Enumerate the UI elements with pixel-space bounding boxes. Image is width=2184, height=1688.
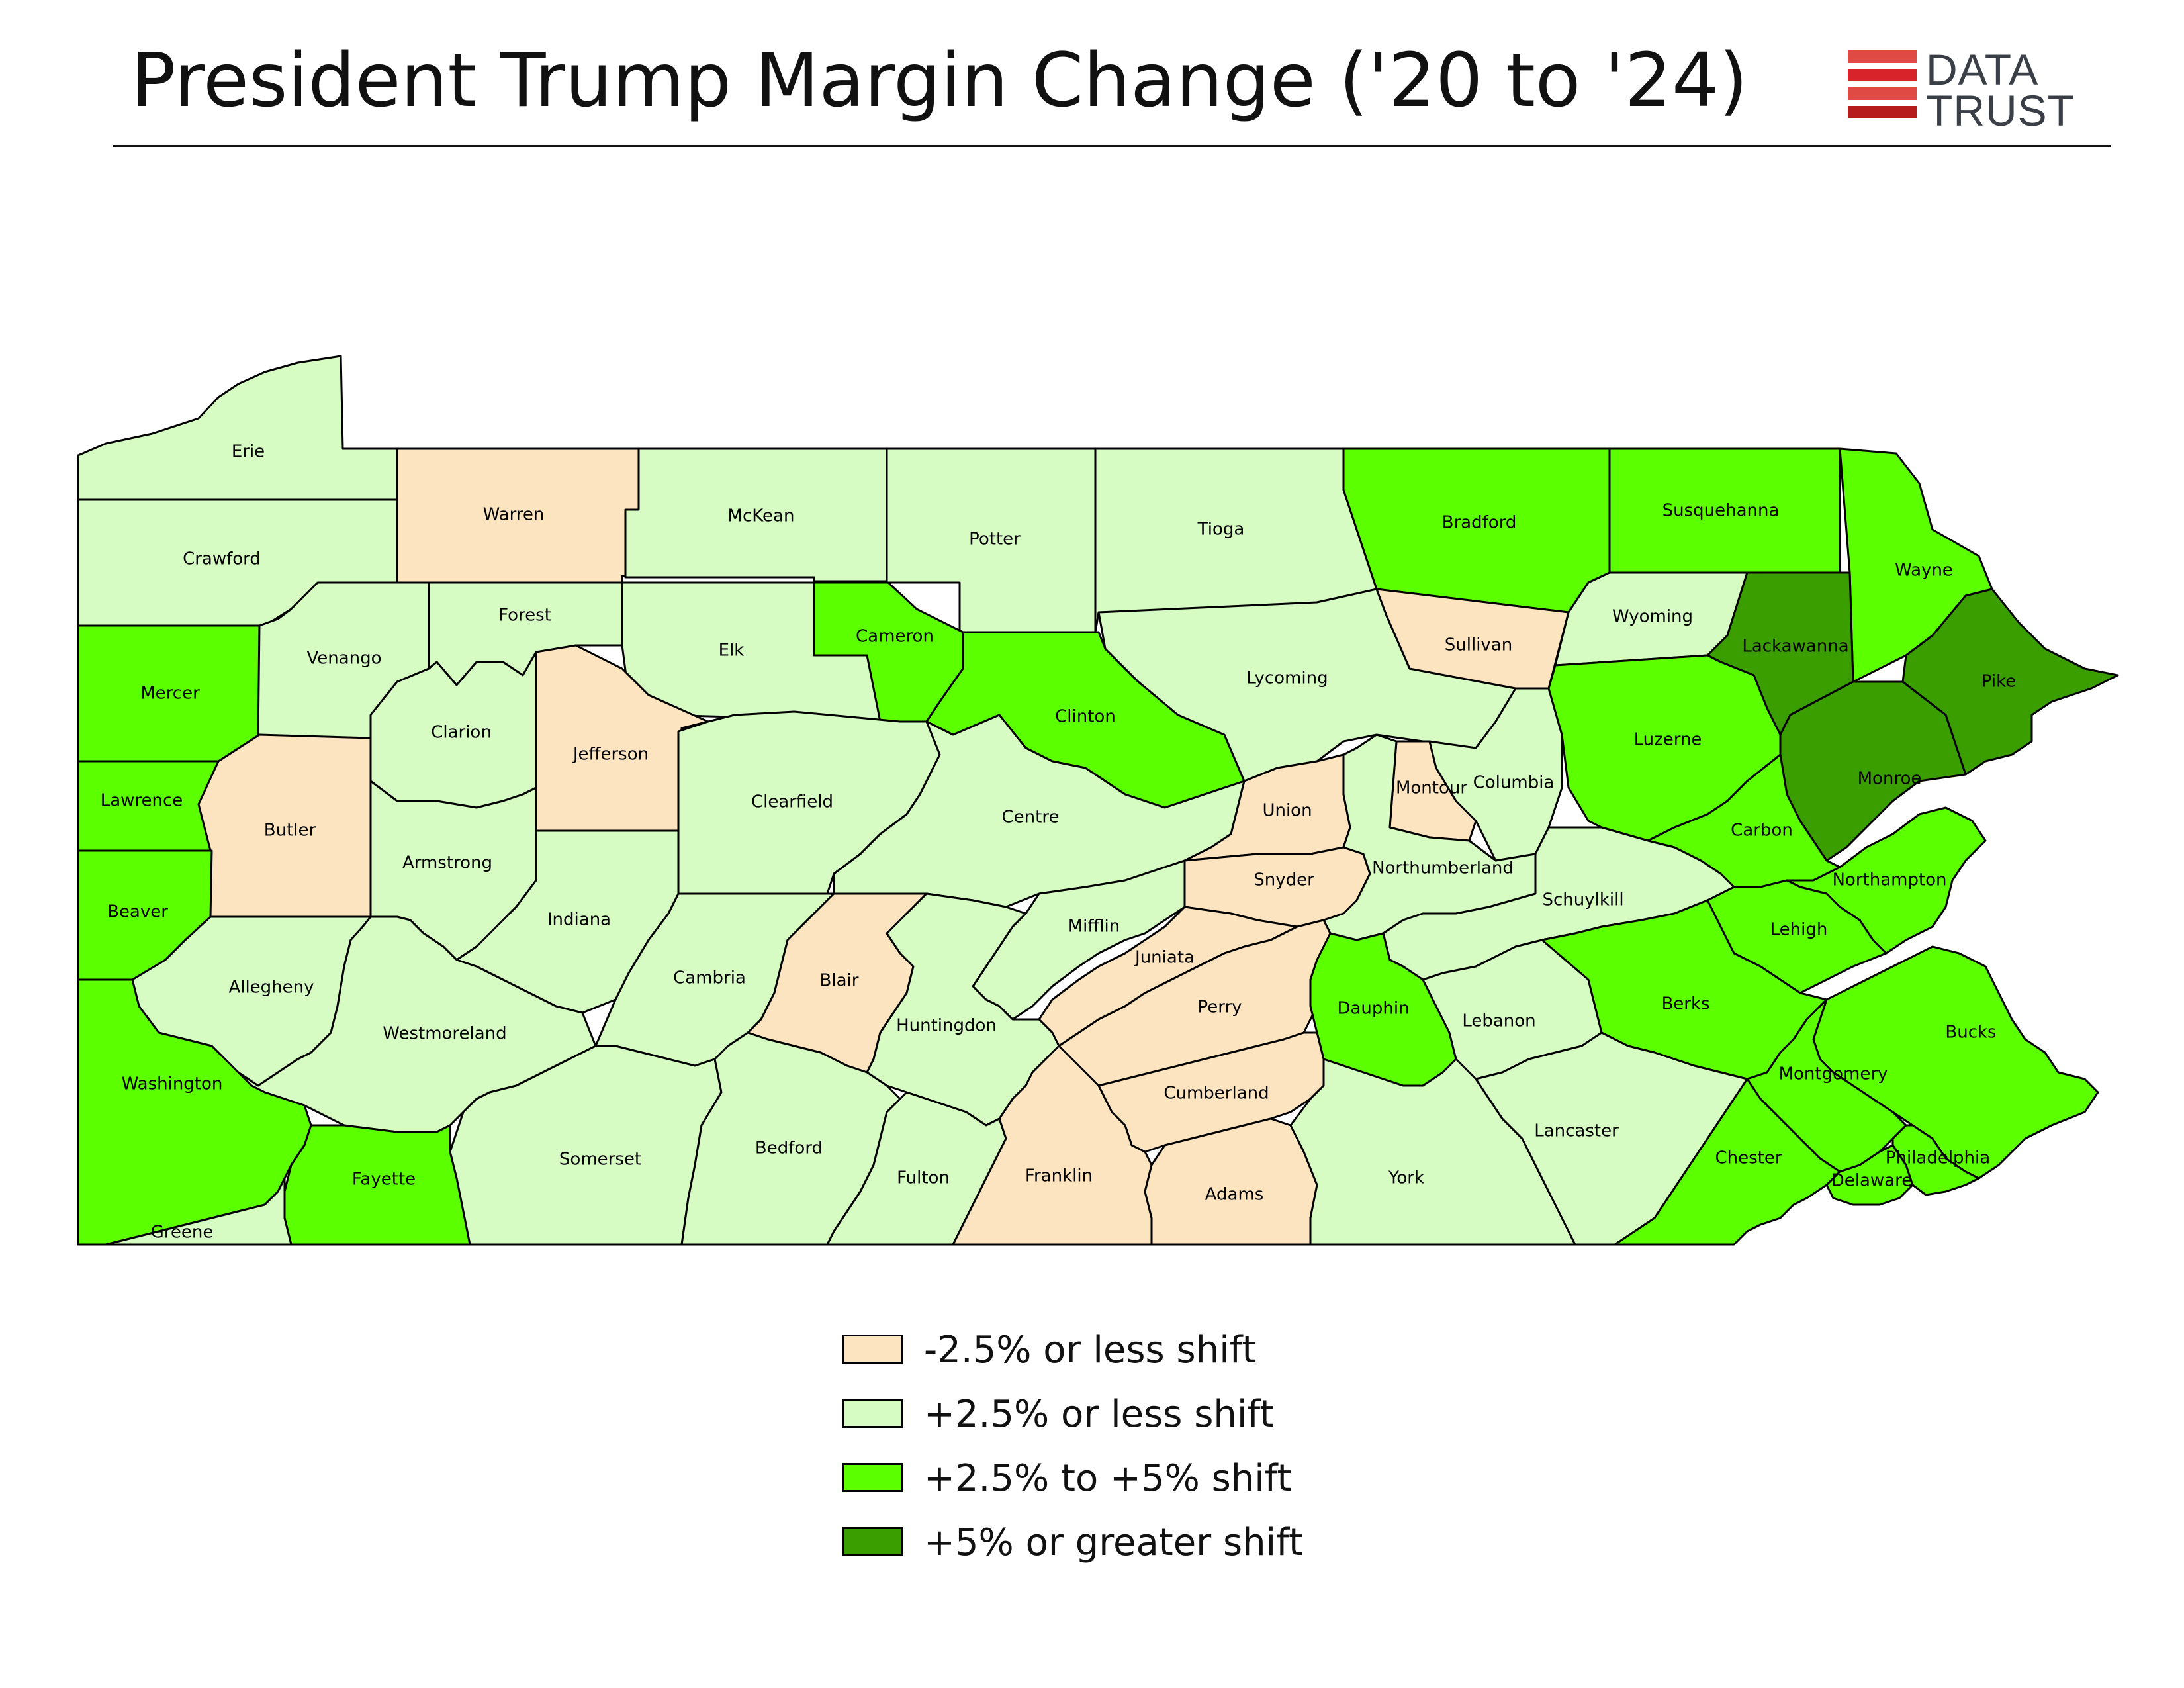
county-label-warren: Warren bbox=[483, 505, 545, 525]
county-label-snyder: Snyder bbox=[1253, 870, 1314, 890]
county-label-monroe: Monroe bbox=[1858, 769, 1922, 789]
title-divider bbox=[113, 145, 2111, 147]
map-title: President Trump Margin Change ('20 to '2… bbox=[131, 38, 1748, 124]
county-label-cumberland: Cumberland bbox=[1163, 1084, 1269, 1103]
county-label-adams: Adams bbox=[1205, 1185, 1264, 1205]
county-label-lawrence: Lawrence bbox=[101, 791, 183, 811]
county-label-mckean: McKean bbox=[728, 506, 795, 526]
county-label-greene: Greene bbox=[151, 1223, 214, 1243]
county-label-luzerne: Luzerne bbox=[1634, 730, 1702, 750]
county-label-northumberland: Northumberland bbox=[1372, 859, 1514, 878]
county-label-clinton: Clinton bbox=[1055, 707, 1116, 727]
county-label-beaver: Beaver bbox=[107, 902, 168, 922]
county-label-huntingdon: Huntingdon bbox=[896, 1016, 997, 1036]
logo-line-1: DATA bbox=[1926, 45, 2039, 94]
legend-label: +2.5% or less shift bbox=[924, 1393, 1275, 1436]
legend-label: +5% or greater shift bbox=[924, 1521, 1303, 1564]
logo-bars-icon bbox=[1848, 50, 1917, 124]
county-label-mercer: Mercer bbox=[140, 684, 200, 704]
county-label-crawford: Crawford bbox=[183, 549, 261, 569]
county-label-pike: Pike bbox=[1981, 672, 2016, 692]
legend-item-mid: +2.5% to +5% shift bbox=[842, 1459, 1437, 1499]
county-label-fulton: Fulton bbox=[897, 1168, 950, 1188]
county-delaware bbox=[1825, 1144, 1914, 1206]
county-label-delaware: Delaware bbox=[1831, 1171, 1912, 1191]
county-label-mifflin: Mifflin bbox=[1068, 917, 1120, 937]
county-label-washington: Washington bbox=[122, 1074, 223, 1094]
county-label-dauphin: Dauphin bbox=[1337, 999, 1409, 1019]
legend-item-high: +5% or greater shift bbox=[842, 1523, 1437, 1563]
county-label-venango: Venango bbox=[306, 649, 381, 669]
county-label-sullivan: Sullivan bbox=[1445, 635, 1512, 655]
county-label-potter: Potter bbox=[969, 530, 1021, 549]
county-label-columbia: Columbia bbox=[1473, 773, 1555, 793]
county-label-philadelphia: Philadelphia bbox=[1886, 1149, 1990, 1168]
county-label-northampton: Northampton bbox=[1832, 870, 1946, 890]
county-label-fayette: Fayette bbox=[352, 1170, 416, 1190]
county-label-somerset: Somerset bbox=[559, 1150, 641, 1170]
county-label-erie: Erie bbox=[232, 442, 265, 462]
county-label-clearfield: Clearfield bbox=[751, 792, 833, 812]
county-label-armstrong: Armstrong bbox=[402, 853, 492, 873]
county-label-forest: Forest bbox=[498, 606, 551, 626]
county-pike bbox=[1901, 588, 2119, 776]
county-label-centre: Centre bbox=[1002, 808, 1060, 827]
county-greene bbox=[77, 1177, 293, 1246]
county-label-perry: Perry bbox=[1197, 998, 1242, 1017]
county-label-wayne: Wayne bbox=[1895, 561, 1953, 581]
county-label-cambria: Cambria bbox=[673, 968, 746, 988]
legend-swatch bbox=[842, 1463, 903, 1492]
county-label-york: York bbox=[1388, 1168, 1424, 1188]
county-label-allegheny: Allegheny bbox=[228, 978, 314, 998]
county-erie bbox=[77, 355, 398, 501]
county-label-berks: Berks bbox=[1661, 994, 1709, 1014]
county-label-union: Union bbox=[1262, 801, 1312, 821]
county-label-lancaster: Lancaster bbox=[1534, 1121, 1619, 1141]
county-label-blair: Blair bbox=[820, 971, 859, 991]
county-label-juniata: Juniata bbox=[1134, 948, 1195, 968]
county-label-clarion: Clarion bbox=[431, 723, 492, 743]
county-label-butler: Butler bbox=[264, 821, 316, 841]
legend-item-neg: -2.5% or less shift bbox=[842, 1331, 1437, 1370]
county-label-schuylkill: Schuylkill bbox=[1542, 890, 1623, 910]
county-label-bradford: Bradford bbox=[1442, 513, 1517, 533]
county-label-jefferson: Jefferson bbox=[572, 745, 649, 765]
county-label-franklin: Franklin bbox=[1025, 1166, 1093, 1186]
data-trust-logo: DATA TRUST bbox=[1848, 45, 2074, 134]
county-label-bedford: Bedford bbox=[755, 1139, 823, 1158]
legend-swatch bbox=[842, 1335, 903, 1364]
county-label-montgomery: Montgomery bbox=[1779, 1064, 1888, 1084]
county-label-wyoming: Wyoming bbox=[1612, 607, 1693, 627]
legend-label: +2.5% to +5% shift bbox=[924, 1457, 1292, 1500]
county-label-montour: Montour bbox=[1396, 778, 1467, 798]
county-philadelphia bbox=[1891, 1124, 1980, 1196]
county-label-lycoming: Lycoming bbox=[1246, 669, 1328, 688]
county-label-elk: Elk bbox=[719, 641, 745, 661]
county-label-lackawanna: Lackawanna bbox=[1742, 637, 1848, 657]
county-label-carbon: Carbon bbox=[1731, 821, 1793, 841]
logo-line-2: TRUST bbox=[1926, 86, 2075, 135]
county-label-bucks: Bucks bbox=[1945, 1023, 1996, 1043]
county-columbia bbox=[1428, 687, 1563, 862]
county-label-susquehanna: Susquehanna bbox=[1662, 501, 1780, 521]
county-label-chester: Chester bbox=[1715, 1149, 1782, 1168]
county-label-lehigh: Lehigh bbox=[1770, 920, 1828, 940]
legend-swatch bbox=[842, 1527, 903, 1556]
county-label-lebanon: Lebanon bbox=[1462, 1011, 1535, 1031]
legend-swatch bbox=[842, 1399, 903, 1428]
legend-label: -2.5% or less shift bbox=[924, 1329, 1257, 1372]
county-chester bbox=[1614, 1078, 1841, 1246]
county-label-cameron: Cameron bbox=[856, 627, 934, 647]
county-franklin bbox=[952, 1045, 1153, 1246]
county-label-westmoreland: Westmoreland bbox=[383, 1024, 506, 1044]
county-label-tioga: Tioga bbox=[1197, 520, 1245, 539]
county-label-indiana: Indiana bbox=[547, 910, 611, 930]
legend-item-low: +2.5% or less shift bbox=[842, 1395, 1437, 1434]
